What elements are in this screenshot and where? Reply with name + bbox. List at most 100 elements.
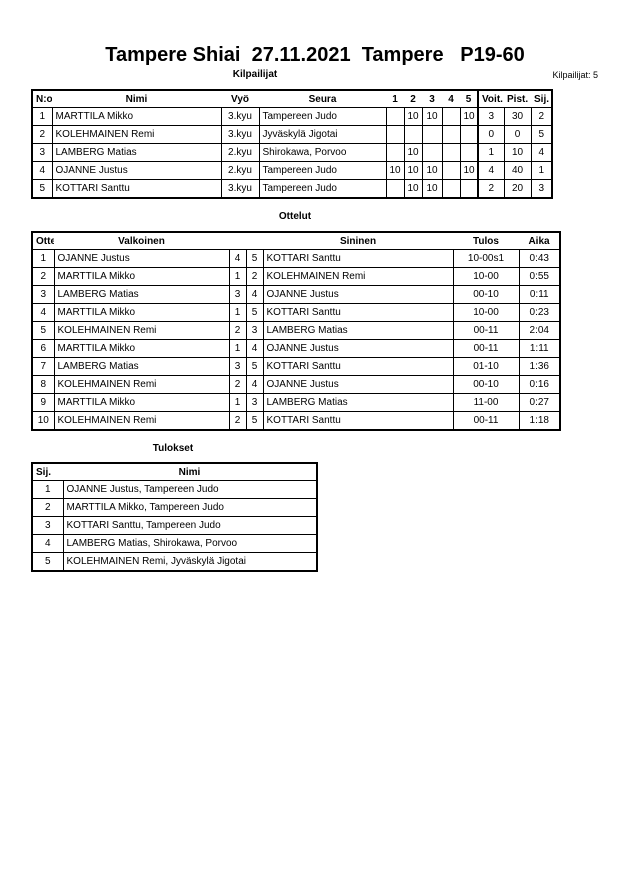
table-cell xyxy=(441,143,461,162)
column-header: Voit. xyxy=(477,89,504,108)
table-cell: 00-11 xyxy=(452,321,520,340)
table-cell: 3 xyxy=(477,107,505,126)
table-cell: LAMBERG Matias, Shirokawa, Porvoo xyxy=(62,534,318,553)
table-row: 1 OJANNE Justus 4 5 KOTTARI Santtu 10-00s1 0:4… xyxy=(31,249,561,268)
table-cell xyxy=(441,179,461,199)
table-cell xyxy=(441,107,461,126)
table-cell: 7 xyxy=(31,357,55,376)
table-cell: 10-00 xyxy=(452,303,520,322)
table-cell xyxy=(421,125,443,144)
table-cell: OJANNE Justus xyxy=(51,161,222,180)
column-header: Nimi xyxy=(63,462,317,481)
column-header: Valkoinen xyxy=(54,231,229,250)
table-cell: Tampereen Judo xyxy=(258,107,387,126)
column-header: Sij. xyxy=(531,89,552,108)
table-cell: 5 xyxy=(245,411,264,431)
competitors-table: N:o Nimi Vyö Seura 1 2 3 4 5 Voit. Pist. Sij. 1 MARTT… xyxy=(31,89,553,199)
table-cell: 1 xyxy=(228,393,247,412)
table-cell: 10 xyxy=(403,179,423,199)
table-cell: MARTTILA Mikko xyxy=(53,303,230,322)
header-row: N:o Nimi Vyö Seura 1 2 3 4 5 Voit. Pist. Sij. xyxy=(32,89,552,108)
column-header xyxy=(246,231,263,250)
table-cell: 1:36 xyxy=(518,357,561,376)
table-cell: 10 xyxy=(403,143,423,162)
table-cell: 10 xyxy=(403,161,423,180)
table-cell: 5 xyxy=(31,179,53,199)
table-row: 8 KOLEHMAINEN Remi 2 4 OJANNE Justus 00-10 0:1… xyxy=(31,375,561,394)
table-cell: KOTTARI Santtu xyxy=(262,249,454,268)
table-cell: 2 xyxy=(31,125,53,144)
table-cell xyxy=(441,161,461,180)
table-row: 4 MARTTILA Mikko 1 5 KOTTARI Santtu 10-00 0:23 xyxy=(31,303,561,322)
table-cell: 00-11 xyxy=(452,411,520,431)
table-cell xyxy=(385,179,405,199)
table-cell: LAMBERG Matias xyxy=(262,393,454,412)
table-cell xyxy=(459,179,479,199)
table-cell: 1 xyxy=(228,339,247,358)
table-cell xyxy=(441,125,461,144)
table-cell: OJANNE Justus xyxy=(53,249,230,268)
table-row: 9 MARTTILA Mikko 1 3 LAMBERG Matias 11-00 0:27 xyxy=(31,393,561,412)
table-cell: MARTTILA Mikko xyxy=(53,267,230,286)
table-cell: 2 xyxy=(530,107,553,126)
table-cell: 2:04 xyxy=(518,321,561,340)
table-cell: 10 xyxy=(459,107,479,126)
table-cell: 5 xyxy=(245,357,264,376)
page-title: Tampere Shiai 27.11.2021 Tampere P19-60 xyxy=(105,44,525,66)
table-cell: 10-00s1 xyxy=(452,249,520,268)
table-cell: 2.kyu xyxy=(220,161,260,180)
table-cell: 10 xyxy=(421,161,443,180)
results-table: Sij. Nimi 1 OJANNE Justus, Tampereen Judo 2 M… xyxy=(31,462,318,572)
table-cell: 4 xyxy=(245,339,264,358)
table-cell xyxy=(459,143,479,162)
matches-table: OtteluValkoinenSininenTulosAika1OJANNE J… xyxy=(31,231,561,431)
table-cell: 0:16 xyxy=(518,375,561,394)
table-cell: 3.kyu xyxy=(220,107,260,126)
table-row: 2 MARTTILA Mikko, Tampereen Judo xyxy=(31,498,318,517)
table-cell: 01-10 xyxy=(452,357,520,376)
table-cell: 10 xyxy=(459,161,479,180)
table-cell: KOLEHMAINEN Remi, Jyväskylä Jigotai xyxy=(62,552,318,572)
table-cell: 30 xyxy=(503,107,532,126)
table-cell: 20 xyxy=(503,179,532,199)
table-cell: 10 xyxy=(503,143,532,162)
table-cell: 5 xyxy=(245,303,264,322)
competitor-count: Kilpailijat: 5 xyxy=(552,70,598,80)
column-header: 5 xyxy=(460,89,478,108)
table-row: 2 MARTTILA Mikko 1 2 KOLEHMAINEN Remi 10-00 0:… xyxy=(31,267,561,286)
table-cell: 4 xyxy=(31,534,64,553)
results-heading: Tulokset xyxy=(152,443,194,454)
table-cell: 3.kyu xyxy=(220,125,260,144)
table-cell: LAMBERG Matias xyxy=(262,321,454,340)
table-cell: MARTTILA Mikko xyxy=(53,393,230,412)
table-cell: 5 xyxy=(530,125,553,144)
table-cell: 9 xyxy=(31,393,55,412)
table-cell: 2 xyxy=(228,375,247,394)
table-cell: 1 xyxy=(31,480,64,499)
table-cell: 6 xyxy=(31,339,55,358)
table-cell: OJANNE Justus xyxy=(262,285,454,304)
table-cell: 1 xyxy=(31,107,53,126)
table-cell: 2 xyxy=(245,267,264,286)
table-cell: 0 xyxy=(503,125,532,144)
table-cell: 4 xyxy=(228,249,247,268)
competitors-heading: Kilpailijat xyxy=(232,69,278,80)
table-cell xyxy=(385,143,405,162)
table-cell xyxy=(385,125,405,144)
table-cell: 00-10 xyxy=(452,285,520,304)
table-row: 3 LAMBERG Matias 2.kyu Shirokawa, Porvoo 10 1… xyxy=(31,143,553,162)
table-cell: LAMBERG Matias xyxy=(53,357,230,376)
table-cell: 5 xyxy=(31,321,55,340)
table-cell: 3 xyxy=(530,179,553,199)
table-cell: KOLEHMAINEN Remi xyxy=(53,375,230,394)
table-cell: 3 xyxy=(31,143,53,162)
table-row: 10 KOLEHMAINEN Remi 2 5 KOTTARI Santtu 00-11 1… xyxy=(31,411,561,431)
table-cell: 4 xyxy=(245,285,264,304)
table-cell: LAMBERG Matias xyxy=(51,143,222,162)
table-cell: 4 xyxy=(245,375,264,394)
table-cell xyxy=(385,107,405,126)
table-cell: 2 xyxy=(477,179,505,199)
table-cell: KOLEHMAINEN Remi xyxy=(51,125,222,144)
table-cell: KOLEHMAINEN Remi xyxy=(53,321,230,340)
